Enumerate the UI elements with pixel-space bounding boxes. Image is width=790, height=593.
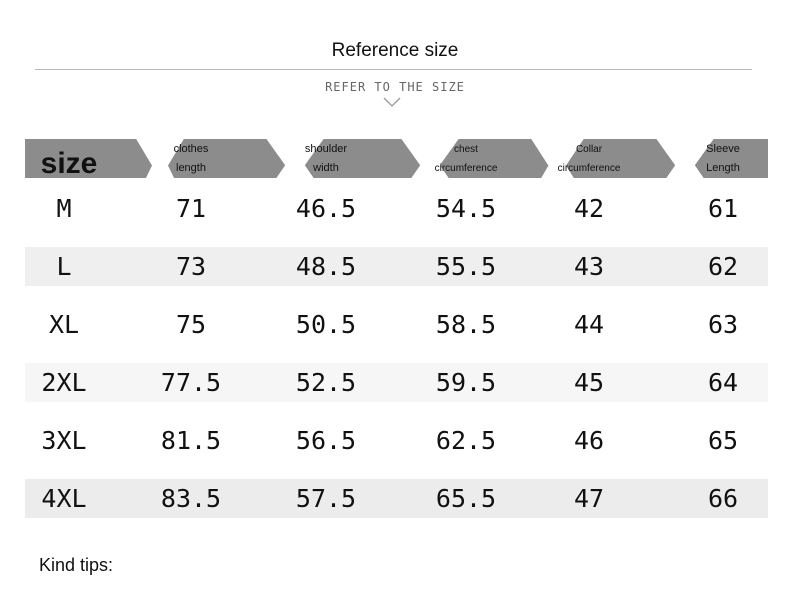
header-cell: shoulder width [304, 143, 348, 174]
table-cell: 46 [573, 426, 605, 455]
table-cell: 62 [707, 252, 739, 281]
table-cell: XL [48, 310, 80, 339]
table-cell: 2XL [41, 368, 87, 397]
table-cell: 48.5 [295, 252, 357, 281]
row-band [25, 363, 768, 402]
table-cell: 4XL [41, 484, 87, 513]
table-cell: 47 [573, 484, 605, 513]
row-band [25, 247, 768, 286]
chevron [383, 97, 401, 107]
table-cell: 75 [175, 310, 207, 339]
table-cell: 66 [707, 484, 739, 513]
table-cell: 52.5 [295, 368, 357, 397]
table-cell: 71 [175, 194, 207, 223]
table-cell: L [56, 252, 72, 281]
table-cell: 57.5 [295, 484, 357, 513]
table-cell: 58.5 [435, 310, 497, 339]
table-cell: 61 [707, 194, 739, 223]
table-cell: 45 [573, 368, 605, 397]
table-cell: 62.5 [435, 426, 497, 455]
table-cell: 55.5 [435, 252, 497, 281]
header-cell: clothes length [173, 143, 209, 174]
header-cell: Collar circumference [557, 144, 621, 174]
kind-tips: Kind tips: [39, 555, 114, 575]
table-cell: 59.5 [435, 368, 497, 397]
header-bar [25, 139, 768, 178]
subtitle: REFER TO THE SIZE [325, 80, 465, 94]
table-cell: 77.5 [160, 368, 222, 397]
header-cell: size [40, 147, 98, 180]
table-cell: 3XL [41, 426, 87, 455]
table-cell: 65.5 [435, 484, 497, 513]
table-cell: M [56, 194, 72, 223]
header-cell: Sleeve Length [706, 143, 740, 174]
table-cell: 44 [573, 310, 605, 339]
title: Reference size [331, 40, 459, 61]
row-band [25, 479, 768, 518]
table-cell: 56.5 [295, 426, 357, 455]
divider [35, 69, 752, 70]
table-cell: 54.5 [435, 194, 497, 223]
table-cell: 46.5 [295, 194, 357, 223]
table-cell: 83.5 [160, 484, 222, 513]
table-cell: 65 [707, 426, 739, 455]
table-cell: 42 [573, 194, 605, 223]
table-cell: 50.5 [295, 310, 357, 339]
header-cell: chest circumference [434, 144, 498, 174]
table-cell: 81.5 [160, 426, 222, 455]
table-cell: 73 [175, 252, 207, 281]
table-cell: 63 [707, 310, 739, 339]
table-cell: 43 [573, 252, 605, 281]
table-cell: 64 [707, 368, 739, 397]
